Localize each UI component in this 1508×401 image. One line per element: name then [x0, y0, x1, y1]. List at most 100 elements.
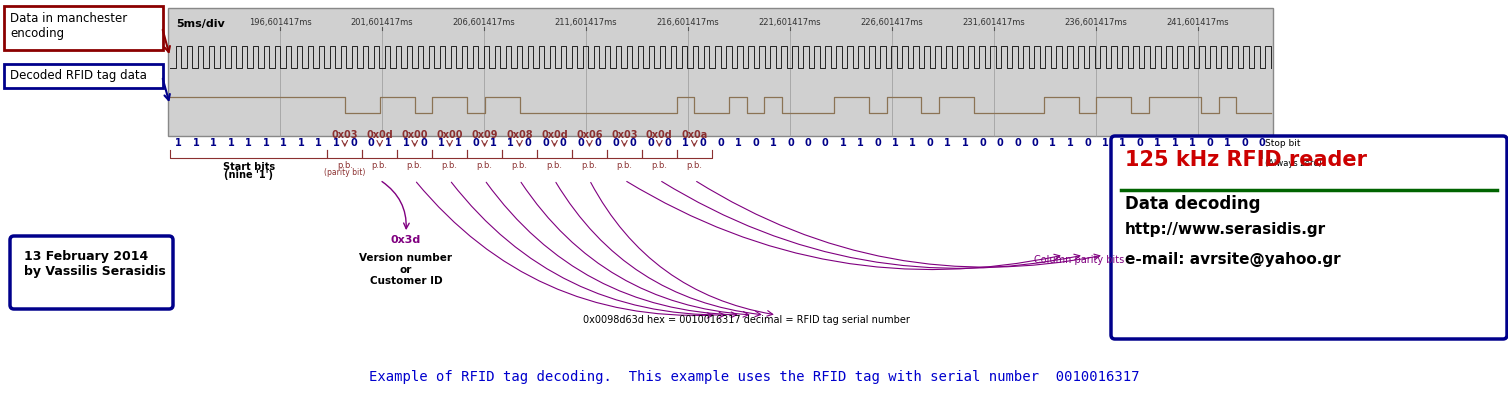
Text: 201,601417ms: 201,601417ms: [351, 18, 413, 27]
Text: 0: 0: [997, 138, 1003, 148]
Text: 0: 0: [525, 138, 532, 148]
Text: 1: 1: [1102, 138, 1108, 148]
Text: 1: 1: [840, 138, 846, 148]
Text: 0x06: 0x06: [576, 130, 603, 140]
Text: 1: 1: [1119, 138, 1126, 148]
Text: 0: 0: [822, 138, 829, 148]
Text: 1: 1: [1224, 138, 1231, 148]
Text: 0: 0: [752, 138, 759, 148]
Text: 0x03: 0x03: [332, 130, 357, 140]
Text: Decoded RFID tag data: Decoded RFID tag data: [11, 69, 146, 82]
Text: 0: 0: [927, 138, 933, 148]
Text: 0: 0: [665, 138, 671, 148]
Text: 0: 0: [1084, 138, 1090, 148]
Text: 1: 1: [385, 138, 392, 148]
Text: 1: 1: [193, 138, 199, 148]
Text: p.b.: p.b.: [686, 161, 703, 170]
Text: 241,601417ms: 241,601417ms: [1167, 18, 1229, 27]
Text: p.b.: p.b.: [511, 161, 528, 170]
Text: (nine '1'): (nine '1'): [225, 170, 273, 180]
Text: 1: 1: [507, 138, 514, 148]
Text: 1: 1: [944, 138, 952, 148]
Text: 1: 1: [891, 138, 899, 148]
Text: Version number
or
Customer ID: Version number or Customer ID: [359, 253, 452, 286]
Text: 1: 1: [262, 138, 270, 148]
Text: 0: 0: [1015, 138, 1021, 148]
Text: 1: 1: [333, 138, 339, 148]
Text: 1: 1: [734, 138, 742, 148]
Text: 1: 1: [280, 138, 287, 148]
Text: 0x03: 0x03: [611, 130, 638, 140]
Text: 0: 0: [594, 138, 602, 148]
Text: Data in manchester
encoding: Data in manchester encoding: [11, 12, 127, 40]
Text: 236,601417ms: 236,601417ms: [1065, 18, 1128, 27]
Text: 0: 0: [787, 138, 793, 148]
Text: 1: 1: [1154, 138, 1161, 148]
Text: 13 February 2014
by Vassilis Serasidis: 13 February 2014 by Vassilis Serasidis: [24, 250, 166, 278]
Text: 1: 1: [455, 138, 461, 148]
Text: p.b.: p.b.: [651, 161, 668, 170]
Text: 1: 1: [682, 138, 689, 148]
Text: 206,601417ms: 206,601417ms: [452, 18, 516, 27]
Text: 0x3d: 0x3d: [391, 235, 421, 245]
Text: 0x00: 0x00: [436, 130, 463, 140]
Text: 0: 0: [979, 138, 986, 148]
Text: p.b.: p.b.: [371, 161, 388, 170]
Text: p.b.: p.b.: [582, 161, 597, 170]
Text: 0x0d: 0x0d: [366, 130, 394, 140]
Text: 0x0a: 0x0a: [682, 130, 707, 140]
Text: 0: 0: [578, 138, 584, 148]
Text: 0: 0: [1259, 138, 1265, 148]
Text: e-mail: avrsite@yahoo.gr: e-mail: avrsite@yahoo.gr: [1125, 252, 1341, 267]
Text: 1: 1: [210, 138, 217, 148]
Text: 211,601417ms: 211,601417ms: [555, 18, 617, 27]
Text: (parity bit): (parity bit): [324, 168, 365, 177]
Text: Example of RFID tag decoding.  This example uses the RFID tag with serial number: Example of RFID tag decoding. This examp…: [369, 370, 1139, 384]
Text: 1: 1: [297, 138, 305, 148]
Text: 1: 1: [1172, 138, 1178, 148]
Text: 0x09: 0x09: [472, 130, 498, 140]
Text: p.b.: p.b.: [477, 161, 493, 170]
Text: 125 kHz RFID reader: 125 kHz RFID reader: [1125, 150, 1366, 170]
Text: 0x08: 0x08: [507, 130, 532, 140]
Text: 0: 0: [543, 138, 549, 148]
Text: (Always zero): (Always zero): [1265, 159, 1323, 168]
Text: 216,601417ms: 216,601417ms: [656, 18, 719, 27]
Text: 0x0d: 0x0d: [645, 130, 673, 140]
Text: p.b.: p.b.: [442, 161, 457, 170]
Text: p.b.: p.b.: [407, 161, 422, 170]
Text: 0x00: 0x00: [401, 130, 428, 140]
Text: 0: 0: [630, 138, 636, 148]
Text: 0: 0: [1137, 138, 1143, 148]
Text: 0: 0: [718, 138, 724, 148]
Text: 1: 1: [1050, 138, 1056, 148]
Text: 5ms/div: 5ms/div: [176, 19, 225, 29]
Text: 0: 0: [421, 138, 427, 148]
Text: 0: 0: [368, 138, 374, 148]
FancyBboxPatch shape: [5, 6, 163, 50]
Text: 0: 0: [875, 138, 881, 148]
Text: 0: 0: [350, 138, 357, 148]
Text: http://www.serasidis.gr: http://www.serasidis.gr: [1125, 222, 1326, 237]
Text: 1: 1: [909, 138, 917, 148]
Text: 1: 1: [437, 138, 445, 148]
Text: 196,601417ms: 196,601417ms: [249, 18, 311, 27]
Text: 0: 0: [647, 138, 654, 148]
Text: 226,601417ms: 226,601417ms: [861, 18, 923, 27]
Text: 0: 0: [1031, 138, 1039, 148]
FancyBboxPatch shape: [5, 64, 163, 88]
Text: 1: 1: [1188, 138, 1196, 148]
Text: 0: 0: [1241, 138, 1249, 148]
Text: 0: 0: [612, 138, 618, 148]
Text: 0: 0: [472, 138, 480, 148]
Text: p.b.: p.b.: [336, 161, 353, 170]
Text: Column parity bits: Column parity bits: [1033, 255, 1123, 265]
Text: 0: 0: [700, 138, 706, 148]
Text: 0x0098d63d hex = 0010016317 decimal = RFID tag serial number: 0x0098d63d hex = 0010016317 decimal = RF…: [584, 315, 911, 325]
Text: p.b.: p.b.: [617, 161, 632, 170]
Text: 231,601417ms: 231,601417ms: [962, 18, 1025, 27]
Text: p.b.: p.b.: [546, 161, 562, 170]
Text: 1: 1: [769, 138, 777, 148]
Text: 1: 1: [490, 138, 496, 148]
Text: 1: 1: [246, 138, 252, 148]
